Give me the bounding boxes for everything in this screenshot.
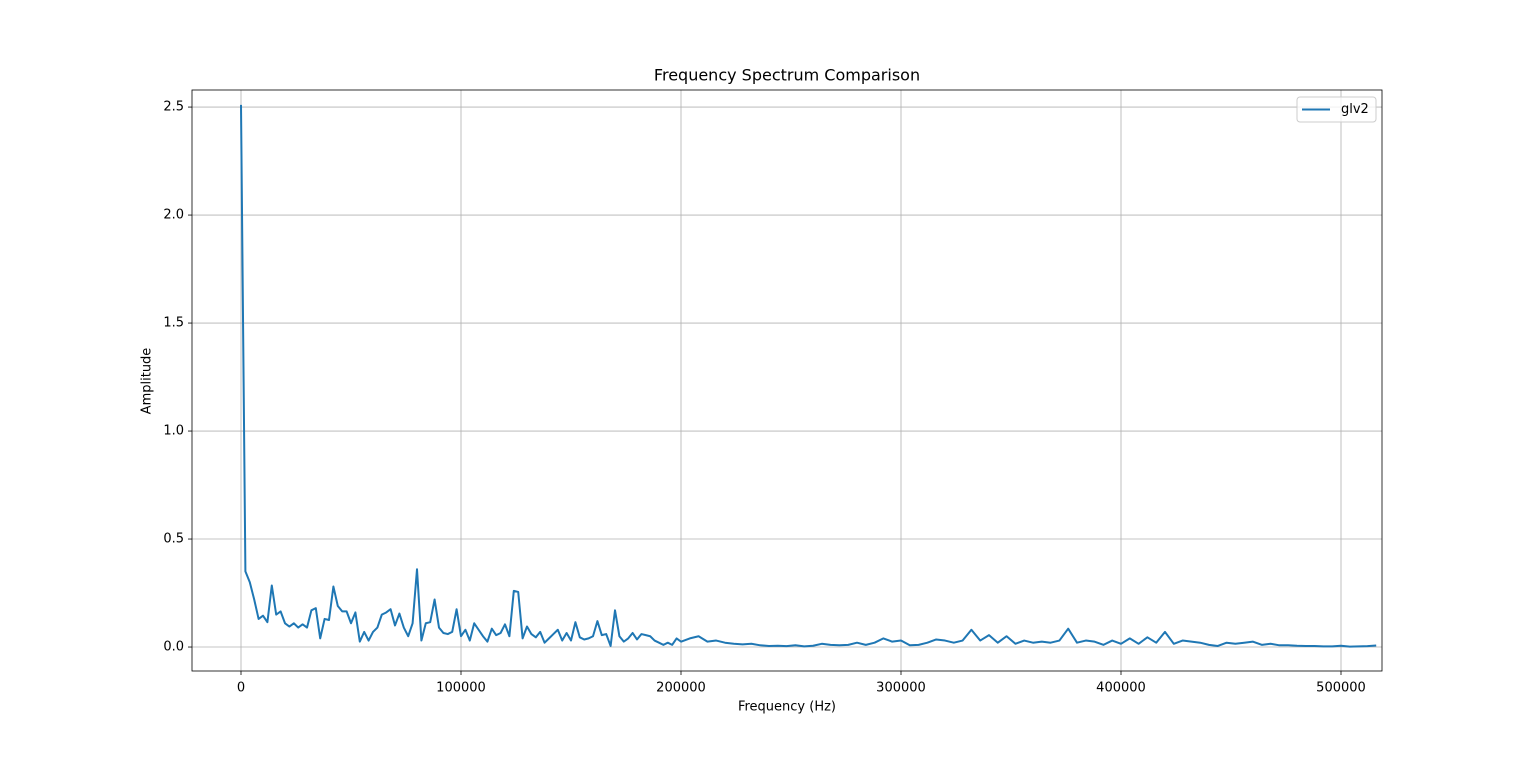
y-axis-label: Amplitude: [140, 348, 155, 415]
y-tick-label: 2.0: [163, 208, 184, 223]
x-tick-label: 100000: [436, 681, 486, 696]
chart-title: Frequency Spectrum Comparison: [654, 66, 920, 85]
y-tick-label: 1.0: [163, 424, 184, 439]
x-tick-label: 200000: [656, 681, 706, 696]
y-tick-label: 0.5: [163, 532, 184, 547]
plot-frame: [191, 89, 1383, 672]
y-tick-label: 1.5: [163, 316, 184, 331]
x-tick-label: 500000: [1316, 681, 1366, 696]
legend-box: [1296, 96, 1377, 123]
x-tick-label: 0: [237, 681, 245, 696]
y-tick-label: 0.0: [163, 640, 184, 655]
x-tick-label: 300000: [876, 681, 926, 696]
legend-label: glv2: [1341, 102, 1369, 117]
x-axis-label: Frequency (Hz): [738, 700, 836, 715]
y-tick-label: 2.5: [163, 100, 184, 115]
x-tick-label: 400000: [1096, 681, 1146, 696]
data-line: [240, 104, 1377, 648]
